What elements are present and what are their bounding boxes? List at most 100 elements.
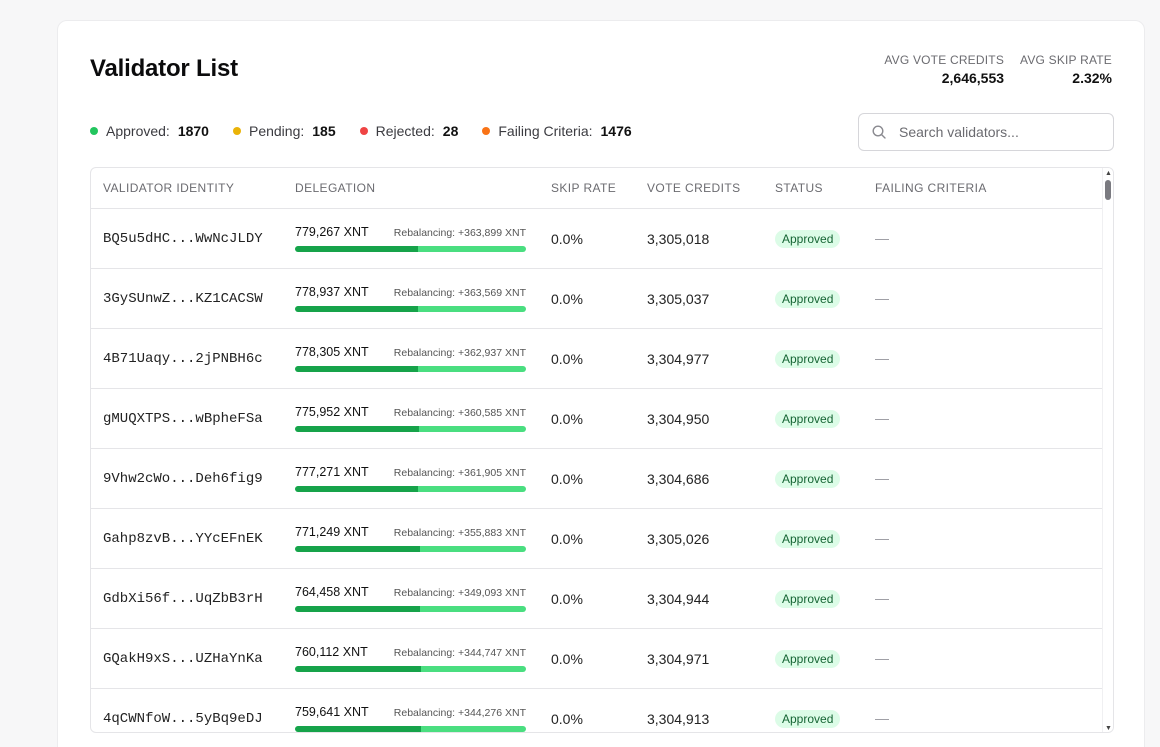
delegation-amount: 777,271 XNT (295, 465, 369, 479)
search-box[interactable] (858, 113, 1114, 151)
validator-identity[interactable]: 4qCWNfoW...5yBq9eDJ (103, 711, 263, 727)
failing-criteria: — (875, 470, 889, 486)
delegation-cell: 778,937 XNT Rebalancing: +363,569 XNT (295, 285, 526, 312)
delegation-progress-bar (295, 426, 526, 432)
legend-count: 1476 (600, 123, 632, 139)
scroll-down-arrow-icon[interactable]: ▼ (1105, 725, 1112, 732)
scrollbar-thumb[interactable] (1105, 180, 1111, 200)
failing-criteria: — (875, 710, 889, 726)
delegation-progress-fill (295, 306, 419, 312)
stat-label: AVG VOTE CREDITS (884, 53, 1005, 67)
delegation-cell: 775,952 XNT Rebalancing: +360,585 XNT (295, 405, 526, 432)
column-header-skip-rate[interactable]: SKIP RATE (551, 181, 617, 195)
legend-label: Failing Criteria: (498, 123, 593, 139)
scroll-up-arrow-icon[interactable]: ▲ (1105, 170, 1112, 177)
table-row[interactable]: 3GySUnwZ...KZ1CACSW 778,937 XNT Rebalanc… (91, 269, 1103, 329)
delegation-progress-fill (295, 426, 419, 432)
column-header-status[interactable]: STATUS (775, 181, 823, 195)
delegation-progress-bar (295, 726, 526, 732)
legend-label: Rejected: (375, 123, 435, 139)
rebalancing-amount: Rebalancing: +344,276 XNT (393, 707, 526, 719)
delegation-amount: 778,937 XNT (295, 285, 369, 299)
rebalancing-amount: Rebalancing: +363,569 XNT (393, 287, 526, 299)
delegation-progress-fill (295, 246, 419, 252)
summary-stats: AVG VOTE CREDITS 2,646,553 AVG SKIP RATE… (884, 53, 1112, 86)
delegation-progress-fill (295, 666, 422, 672)
status-badge: Approved (775, 530, 841, 548)
status-dot-icon (90, 127, 98, 135)
rebalancing-amount: Rebalancing: +349,093 XNT (393, 587, 526, 599)
validator-identity[interactable]: 3GySUnwZ...KZ1CACSW (103, 291, 263, 307)
table-row[interactable]: 4qCWNfoW...5yBq9eDJ 759,641 XNT Rebalanc… (91, 689, 1103, 732)
validator-identity[interactable]: 4B71Uaqy...2jPNBH6c (103, 351, 263, 367)
validator-identity[interactable]: Gahp8zvB...YYcEFnEK (103, 531, 263, 547)
failing-criteria: — (875, 290, 889, 306)
status-badge: Approved (775, 470, 841, 488)
status-badge: Approved (775, 410, 841, 428)
column-header-validator-identity[interactable]: VALIDATOR IDENTITY (103, 181, 235, 195)
legend-count: 1870 (177, 123, 209, 139)
validator-identity[interactable]: GdbXi56f...UqZbB3rH (103, 591, 263, 607)
legend-pending: Pending: 185 (232, 123, 336, 139)
delegation-amount: 771,249 XNT (295, 525, 369, 539)
delegation-cell: 779,267 XNT Rebalancing: +363,899 XNT (295, 225, 526, 252)
validator-identity[interactable]: gMUQXTPS...wBpheFSa (103, 411, 263, 427)
validator-identity[interactable]: BQ5u5dHC...WwNcJLDY (103, 231, 263, 247)
vote-credits: 3,304,913 (647, 711, 710, 727)
status-cell: Approved (775, 590, 841, 608)
skip-rate: 0.0% (551, 591, 583, 607)
failing-criteria: — (875, 230, 889, 246)
delegation-progress-fill (295, 486, 419, 492)
vertical-scrollbar[interactable]: ▲ ▼ (1102, 168, 1113, 732)
rebalancing-amount: Rebalancing: +362,937 XNT (393, 347, 526, 359)
status-dot-icon (232, 127, 241, 135)
column-header-delegation[interactable]: DELEGATION (295, 181, 376, 195)
legend-rejected: Rejected: 28 (359, 123, 459, 139)
status-badge: Approved (775, 650, 841, 668)
delegation-amount: 778,305 XNT (295, 345, 369, 359)
status-cell: Approved (775, 410, 841, 428)
column-header-vote-credits[interactable]: VOTE CREDITS (647, 181, 741, 195)
legend-count: 28 (442, 123, 459, 139)
vote-credits: 3,304,686 (647, 471, 710, 487)
skip-rate: 0.0% (551, 411, 583, 427)
table-row[interactable]: GQakH9xS...UZHaYnKa 760,112 XNT Rebalanc… (91, 629, 1103, 689)
table-row[interactable]: BQ5u5dHC...WwNcJLDY 779,267 XNT Rebalanc… (91, 209, 1103, 269)
status-badge: Approved (775, 590, 841, 608)
skip-rate: 0.0% (551, 531, 583, 547)
validator-identity[interactable]: 9Vhw2cWo...Deh6fig9 (103, 471, 263, 487)
status-badge: Approved (775, 230, 841, 248)
skip-rate: 0.0% (551, 711, 583, 727)
table-row[interactable]: GdbXi56f...UqZbB3rH 764,458 XNT Rebalanc… (91, 569, 1103, 629)
column-header-failing-criteria[interactable]: FAILING CRITERIA (875, 181, 987, 195)
rebalancing-amount: Rebalancing: +361,905 XNT (393, 467, 526, 479)
stat-value: 2.32% (1072, 70, 1112, 86)
table-row[interactable]: 4B71Uaqy...2jPNBH6c 778,305 XNT Rebalanc… (91, 329, 1103, 389)
rebalancing-amount: Rebalancing: +360,585 XNT (393, 407, 526, 419)
delegation-progress-fill (295, 726, 422, 732)
table-row[interactable]: gMUQXTPS...wBpheFSa 775,952 XNT Rebalanc… (91, 389, 1103, 449)
delegation-cell: 777,271 XNT Rebalancing: +361,905 XNT (295, 465, 526, 492)
vote-credits: 3,305,018 (647, 231, 710, 247)
avg-skip-rate-stat: AVG SKIP RATE 2.32% (1020, 53, 1112, 86)
rebalancing-amount: Rebalancing: +363,899 XNT (393, 227, 526, 239)
validator-table: VALIDATOR IDENTITY DELEGATION SKIP RATE … (90, 167, 1114, 733)
delegation-cell: 764,458 XNT Rebalancing: +349,093 XNT (295, 585, 526, 612)
status-badge: Approved (775, 290, 841, 308)
table-body: BQ5u5dHC...WwNcJLDY 779,267 XNT Rebalanc… (91, 209, 1103, 732)
delegation-progress-bar (295, 246, 526, 252)
failing-criteria: — (875, 530, 889, 546)
validator-identity[interactable]: GQakH9xS...UZHaYnKa (103, 651, 263, 667)
legend-label: Approved: (106, 123, 170, 139)
search-input[interactable] (899, 124, 1099, 140)
status-badge: Approved (775, 710, 841, 728)
failing-criteria: — (875, 410, 889, 426)
table-row[interactable]: 9Vhw2cWo...Deh6fig9 777,271 XNT Rebalanc… (91, 449, 1103, 509)
table-row[interactable]: Gahp8zvB...YYcEFnEK 771,249 XNT Rebalanc… (91, 509, 1103, 569)
delegation-amount: 779,267 XNT (295, 225, 369, 239)
status-badge: Approved (775, 350, 841, 368)
delegation-progress-fill (295, 366, 419, 372)
delegation-cell: 778,305 XNT Rebalancing: +362,937 XNT (295, 345, 526, 372)
page-title: Validator List (90, 55, 238, 82)
status-legend: Approved: 1870 Pending: 185 Rejected: 28… (90, 123, 656, 139)
